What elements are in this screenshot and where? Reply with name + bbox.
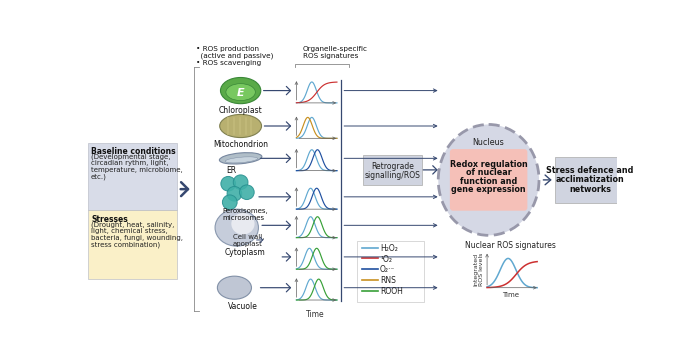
- Text: O₂·⁻: O₂·⁻: [380, 266, 395, 275]
- Text: Cytoplasm: Cytoplasm: [225, 248, 265, 257]
- Text: Chloroplast: Chloroplast: [219, 106, 262, 115]
- Text: • ROS scavenging: • ROS scavenging: [197, 60, 262, 66]
- Ellipse shape: [438, 125, 539, 235]
- Text: Time: Time: [502, 292, 519, 297]
- Text: Stress defence and: Stress defence and: [547, 166, 634, 175]
- Ellipse shape: [217, 276, 251, 299]
- FancyBboxPatch shape: [554, 157, 626, 203]
- Text: ROS signatures: ROS signatures: [303, 53, 358, 59]
- Text: Baseline conditions: Baseline conditions: [91, 147, 175, 156]
- Ellipse shape: [225, 157, 258, 163]
- Text: of nuclear: of nuclear: [466, 169, 512, 177]
- FancyBboxPatch shape: [88, 142, 177, 210]
- Ellipse shape: [221, 77, 261, 104]
- Text: Time: Time: [306, 310, 325, 319]
- Circle shape: [223, 195, 237, 210]
- Text: (active and passive): (active and passive): [197, 53, 274, 59]
- Text: RNS: RNS: [380, 276, 396, 285]
- Text: stress combination): stress combination): [91, 241, 160, 248]
- Text: Integrated
ROS levels: Integrated ROS levels: [473, 252, 484, 286]
- Text: (Developmental stage,: (Developmental stage,: [91, 154, 171, 160]
- Text: Vacuole: Vacuole: [228, 302, 258, 311]
- FancyBboxPatch shape: [88, 210, 177, 279]
- Text: ROOH: ROOH: [380, 287, 403, 296]
- Text: Cell wall,
apoplast: Cell wall, apoplast: [233, 234, 264, 247]
- Text: networks: networks: [569, 185, 611, 193]
- Text: signalling/ROS: signalling/ROS: [364, 171, 421, 180]
- Text: circadian rythm, light,: circadian rythm, light,: [91, 160, 169, 166]
- Ellipse shape: [232, 213, 255, 235]
- Ellipse shape: [226, 84, 256, 101]
- Circle shape: [234, 175, 248, 190]
- Text: Stresses: Stresses: [91, 215, 128, 223]
- Ellipse shape: [220, 115, 262, 137]
- FancyBboxPatch shape: [357, 241, 424, 302]
- Text: Redox regulation: Redox regulation: [450, 160, 527, 169]
- Text: (Drought, heat, salinity,: (Drought, heat, salinity,: [91, 221, 175, 228]
- Text: Retrograde: Retrograde: [371, 162, 414, 171]
- Ellipse shape: [215, 209, 258, 246]
- Text: E: E: [237, 88, 245, 98]
- Text: Nucleus: Nucleus: [473, 138, 504, 147]
- Text: Organelle-specific: Organelle-specific: [303, 46, 368, 52]
- Text: • ROS production: • ROS production: [197, 46, 260, 52]
- Circle shape: [227, 186, 242, 201]
- Text: Nuclear ROS signatures: Nuclear ROS signatures: [465, 241, 556, 251]
- Text: gene expression: gene expression: [451, 185, 526, 194]
- Text: ER: ER: [227, 166, 237, 175]
- FancyBboxPatch shape: [363, 155, 422, 185]
- Text: Peroxisomes,
microsomes: Peroxisomes, microsomes: [222, 208, 268, 221]
- Text: bacteria, fungi, wounding,: bacteria, fungi, wounding,: [91, 235, 183, 241]
- Text: temperature, microbiome,: temperature, microbiome,: [91, 167, 183, 173]
- Text: acclimatization: acclimatization: [556, 175, 625, 184]
- Text: H₂O₂: H₂O₂: [380, 244, 398, 253]
- Text: etc.): etc.): [91, 174, 107, 180]
- Text: function and: function and: [460, 177, 517, 186]
- Text: Mitochondrion: Mitochondrion: [213, 140, 268, 149]
- Ellipse shape: [219, 153, 262, 164]
- Circle shape: [221, 176, 236, 191]
- Circle shape: [240, 185, 254, 200]
- Text: ¹O₂: ¹O₂: [380, 255, 392, 264]
- Text: light, chemical stress,: light, chemical stress,: [91, 228, 168, 234]
- FancyBboxPatch shape: [450, 149, 527, 211]
